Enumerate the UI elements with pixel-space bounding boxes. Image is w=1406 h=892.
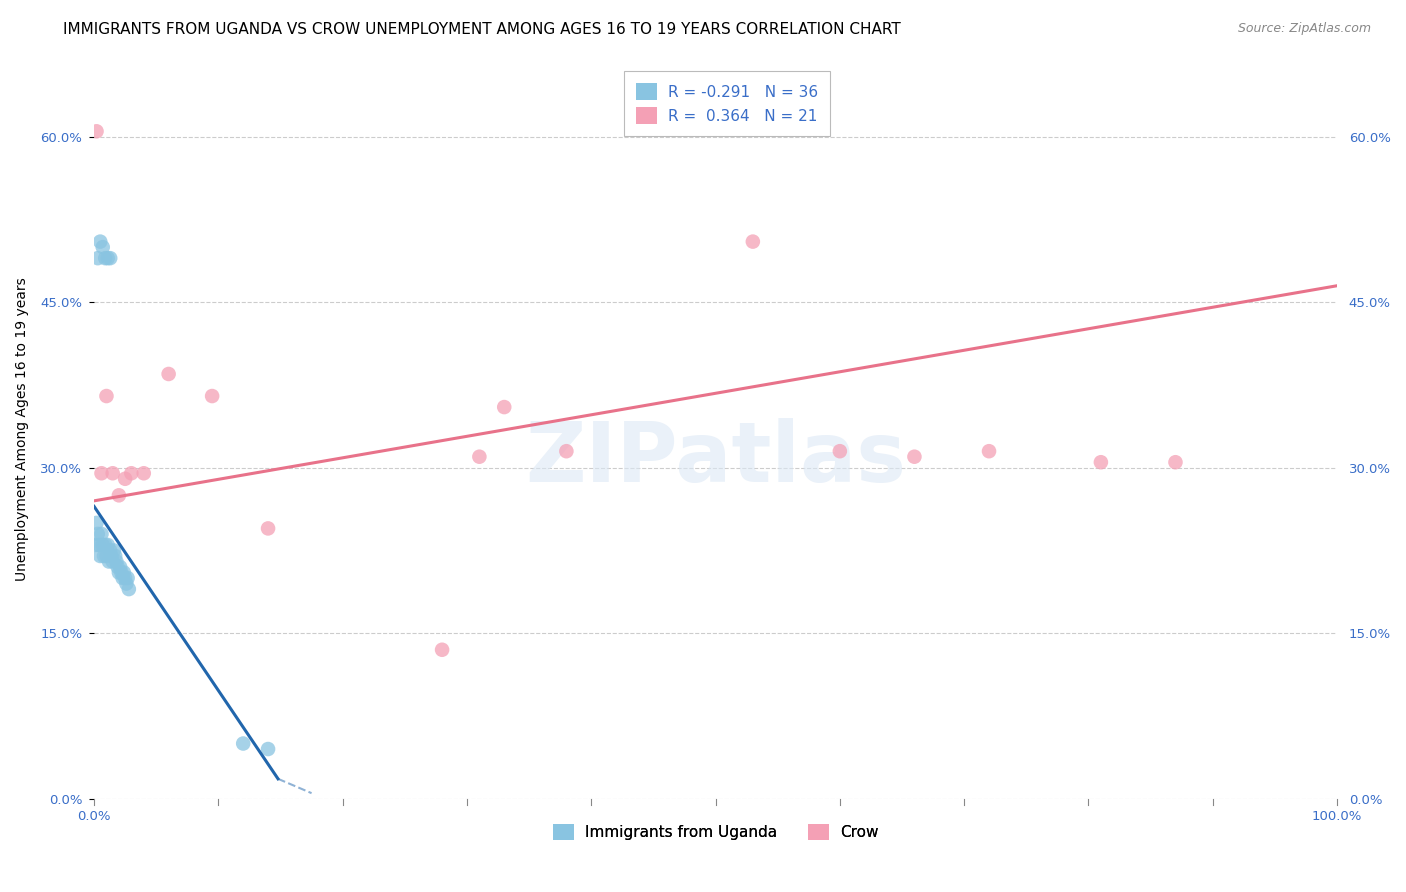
Point bbox=[104, 549, 127, 563]
Point bbox=[430, 642, 453, 657]
Point bbox=[105, 554, 128, 568]
Point bbox=[1164, 455, 1187, 469]
Point bbox=[86, 124, 108, 138]
Point bbox=[87, 538, 110, 552]
Point bbox=[114, 472, 136, 486]
Point bbox=[96, 549, 118, 563]
Point bbox=[120, 467, 142, 481]
Y-axis label: Unemployment Among Ages 16 to 19 years: Unemployment Among Ages 16 to 19 years bbox=[15, 277, 30, 581]
Point bbox=[97, 251, 120, 265]
Point bbox=[828, 444, 851, 458]
Point bbox=[91, 538, 114, 552]
Point bbox=[84, 538, 107, 552]
Legend: Immigrants from Uganda, Crow: Immigrants from Uganda, Crow bbox=[547, 818, 884, 847]
Point bbox=[157, 367, 180, 381]
Point bbox=[108, 488, 131, 502]
Point bbox=[232, 737, 254, 751]
Text: ZIPatlas: ZIPatlas bbox=[524, 418, 905, 500]
Point bbox=[89, 549, 111, 563]
Point bbox=[100, 549, 122, 563]
Point bbox=[87, 251, 110, 265]
Point bbox=[98, 543, 121, 558]
Point bbox=[132, 467, 155, 481]
Point bbox=[108, 560, 131, 574]
Point bbox=[110, 566, 132, 580]
Point bbox=[555, 444, 578, 458]
Point bbox=[741, 235, 763, 249]
Point bbox=[101, 467, 124, 481]
Point bbox=[118, 582, 141, 596]
Point bbox=[94, 538, 117, 552]
Text: IMMIGRANTS FROM UGANDA VS CROW UNEMPLOYMENT AMONG AGES 16 TO 19 YEARS CORRELATIO: IMMIGRANTS FROM UGANDA VS CROW UNEMPLOYM… bbox=[63, 22, 901, 37]
Point bbox=[112, 566, 135, 580]
Point bbox=[93, 549, 115, 563]
Point bbox=[108, 566, 131, 580]
Point bbox=[977, 444, 1000, 458]
Point bbox=[86, 516, 108, 530]
Point bbox=[96, 389, 118, 403]
Point bbox=[101, 554, 124, 568]
Point bbox=[89, 235, 111, 249]
Point bbox=[111, 571, 134, 585]
Point bbox=[115, 576, 138, 591]
Point bbox=[103, 543, 125, 558]
Point bbox=[87, 527, 110, 541]
Point bbox=[98, 251, 121, 265]
Point bbox=[201, 389, 224, 403]
Point bbox=[117, 571, 139, 585]
Point bbox=[903, 450, 925, 464]
Text: Source: ZipAtlas.com: Source: ZipAtlas.com bbox=[1237, 22, 1371, 36]
Point bbox=[97, 538, 120, 552]
Point bbox=[494, 400, 516, 414]
Point bbox=[107, 560, 129, 574]
Point bbox=[97, 554, 120, 568]
Point bbox=[90, 527, 112, 541]
Point bbox=[257, 521, 280, 535]
Point bbox=[91, 240, 114, 254]
Point bbox=[90, 467, 112, 481]
Point bbox=[257, 742, 280, 756]
Point bbox=[468, 450, 491, 464]
Point bbox=[114, 571, 136, 585]
Point bbox=[94, 251, 117, 265]
Point bbox=[1090, 455, 1112, 469]
